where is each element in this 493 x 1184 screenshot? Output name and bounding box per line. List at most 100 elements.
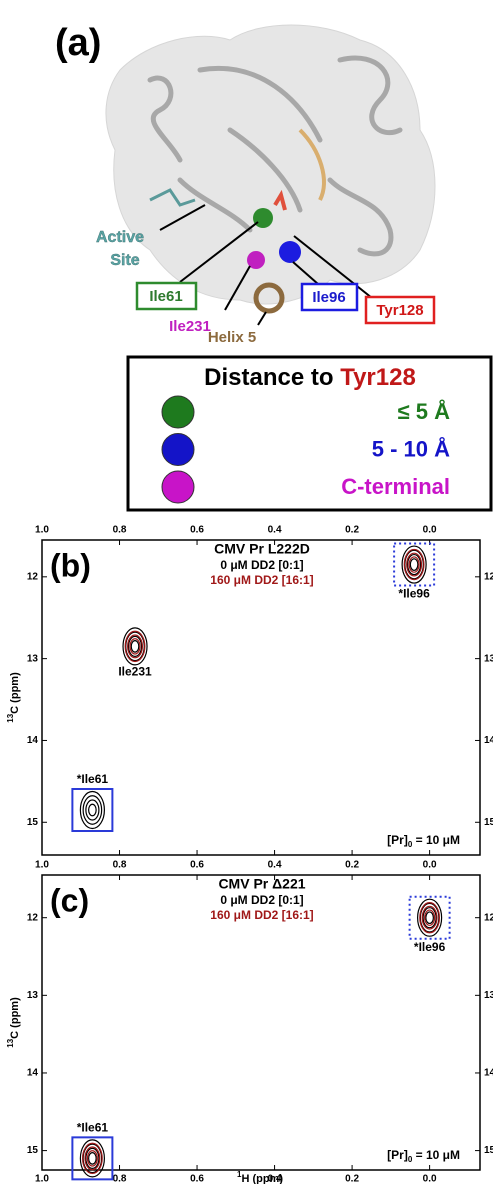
panel-label: (b): [50, 547, 91, 583]
legend-marker: [161, 395, 195, 429]
contour: [84, 1146, 101, 1171]
contour: [81, 1142, 103, 1175]
x-tick-label: 0.4: [268, 1174, 282, 1184]
sphere-ile96: [279, 241, 301, 263]
contour: [401, 545, 427, 584]
legend-label: 160 μM DD2 [16:1]: [210, 908, 313, 922]
y-axis-label-text: C (ppm): [9, 672, 21, 714]
contour: [419, 901, 441, 934]
contour: [417, 898, 443, 937]
contour: [406, 552, 423, 577]
x-tick-label: 0.8: [113, 1174, 127, 1184]
x-tick-label: 0.8: [113, 525, 127, 536]
contour: [408, 556, 420, 573]
contour: [88, 803, 97, 817]
contour: [130, 640, 140, 653]
y-tick-label: 13: [484, 653, 493, 664]
ile231-label: Ile231: [169, 318, 211, 335]
contour: [122, 627, 148, 666]
ile96-label: Ile96: [312, 289, 345, 306]
ile96-box: [300, 282, 359, 312]
contour: [127, 634, 144, 659]
contour: [403, 548, 425, 581]
active-site-label: Active: [96, 229, 144, 246]
x-axis-label-text: H (ppm): [241, 1173, 283, 1184]
legend-label: C-terminal: [341, 474, 450, 499]
y-tick-label: 12: [27, 571, 39, 582]
x-tick-label: 0.0: [423, 525, 437, 536]
x-tick-label: 0.0: [423, 1174, 437, 1184]
contour: [425, 911, 434, 925]
plot-frame: [41, 539, 481, 856]
x-tick-label: 0.2: [345, 860, 359, 871]
contour: [88, 1152, 97, 1165]
concentration-note: [Pr]0 = 10 μM: [387, 1148, 460, 1164]
x-tick-label: 0.4: [268, 525, 282, 536]
contour: [421, 905, 438, 930]
legend-label: 5 - 10 Å: [372, 435, 450, 461]
contour: [407, 553, 422, 576]
panel-label: (a): [55, 22, 101, 64]
y-tick-label: 12: [27, 912, 39, 923]
peak-box: [71, 788, 114, 832]
legend-marker: [161, 470, 195, 504]
tyr128-box: [364, 295, 436, 325]
x-axis-label: 1H (ppm): [237, 1170, 283, 1184]
note-text: = 10 μM: [412, 833, 460, 847]
peak-label: *Ile96: [398, 587, 430, 601]
contour: [124, 630, 146, 663]
y-tick-label: 15: [484, 817, 493, 828]
y-axis-label-text: C (ppm): [9, 997, 21, 1039]
helix-5-ribbon: [298, 128, 326, 201]
note-text: = 10 μM: [412, 1148, 460, 1162]
legend-title-residue: Tyr128: [340, 364, 416, 391]
tyr128-sticks: [273, 189, 287, 211]
legend-label: 160 μM DD2 [16:1]: [210, 573, 313, 587]
legend-label: 0 μM DD2 [0:1]: [220, 893, 303, 907]
y-tick-label: 12: [484, 912, 493, 923]
x-tick-label: 0.6: [190, 1174, 204, 1184]
contour: [129, 638, 141, 655]
contour: [424, 909, 436, 926]
y-tick-label: 12: [484, 571, 493, 582]
y-tick-label: 14: [27, 735, 39, 746]
y-axis-label-sup: 13: [6, 1038, 15, 1047]
active-site-sticks: [149, 188, 196, 207]
x-tick-label: 0.2: [345, 1174, 359, 1184]
sphere-ile61: [253, 208, 273, 228]
y-tick-label: 14: [484, 1068, 493, 1079]
contour: [85, 1147, 100, 1169]
contour: [82, 795, 103, 825]
note-text: [Pr]: [387, 833, 408, 847]
y-tick-label: 14: [27, 1068, 39, 1079]
y-axis-label: 13C (ppm): [6, 672, 21, 723]
peak-box: [408, 895, 451, 940]
peak-label: Ile231: [118, 665, 152, 679]
y-tick-label: 15: [27, 817, 39, 828]
x-tick-label: 0.2: [345, 525, 359, 536]
y-tick-label: 13: [484, 990, 493, 1001]
plot-frame: [41, 874, 481, 1171]
panel-label: (c): [50, 882, 89, 918]
helix5-label: Helix 5: [208, 329, 256, 346]
ile61-label: Ile61: [149, 288, 182, 305]
x-axis-label-sup: 1: [237, 1170, 242, 1179]
y-tick-label: 13: [27, 653, 39, 664]
x-tick-label: 1.0: [35, 860, 49, 871]
y-tick-label: 15: [484, 1145, 493, 1156]
contour: [409, 558, 419, 571]
peak-box: [393, 542, 436, 587]
legend-marker: [161, 433, 195, 466]
legend-label: ≤ 5 Å: [398, 398, 451, 424]
y-tick-label: 14: [484, 735, 493, 746]
ile61-box: [135, 281, 198, 311]
note-text: [Pr]: [387, 1148, 408, 1162]
sphere-ile231: [247, 251, 265, 269]
contour: [79, 1139, 105, 1178]
x-tick-label: 0.0: [423, 860, 437, 871]
contour: [85, 799, 100, 821]
x-tick-label: 0.4: [268, 860, 282, 871]
x-tick-label: 0.6: [190, 860, 204, 871]
